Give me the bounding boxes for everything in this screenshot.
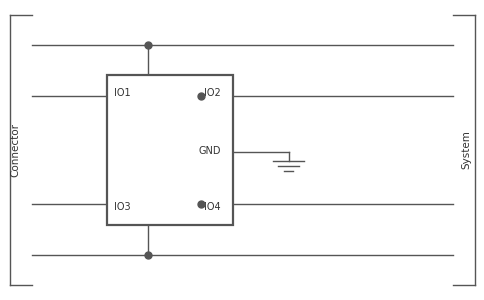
Text: System: System — [461, 130, 471, 170]
Text: GND: GND — [198, 146, 220, 157]
Bar — [106, 75, 232, 225]
Text: IO3: IO3 — [114, 202, 130, 212]
Text: IO2: IO2 — [203, 88, 220, 98]
Text: Connector: Connector — [11, 123, 21, 177]
Text: IO4: IO4 — [204, 202, 220, 212]
Text: IO1: IO1 — [114, 88, 130, 98]
